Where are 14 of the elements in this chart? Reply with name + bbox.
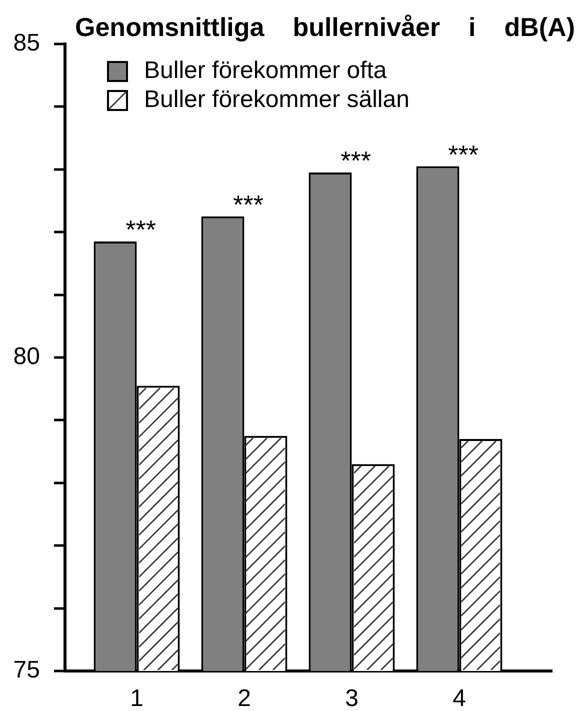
y-tick-label: 80 xyxy=(13,343,40,370)
annotation: *** xyxy=(126,214,156,245)
annotation: *** xyxy=(448,139,478,170)
annotation: *** xyxy=(233,189,264,220)
x-tick-label: 3 xyxy=(345,685,358,711)
x-tick-label: 4 xyxy=(452,685,466,711)
annotation: *** xyxy=(340,146,371,176)
chart-title: Genomsnittliga bullernivåer i dB(A) xyxy=(75,12,575,42)
x-tick-label: 2 xyxy=(238,685,251,711)
y-tick-label: 85 xyxy=(13,30,40,57)
x-tick-label: 1 xyxy=(130,685,144,711)
y-tick-label: 75 xyxy=(13,656,40,684)
legend-label: Buller förekommer ofta xyxy=(144,57,388,84)
legend-label: Buller förekommer sällan xyxy=(144,86,410,114)
